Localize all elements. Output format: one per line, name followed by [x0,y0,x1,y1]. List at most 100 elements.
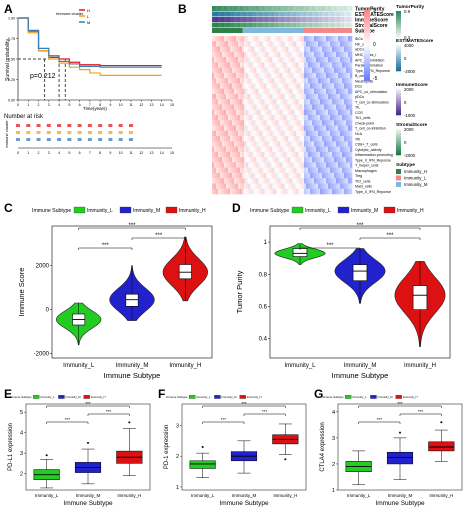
side-legend-step [396,55,401,59]
heatmap-cell [258,67,261,74]
heatmap-cell [276,125,279,132]
heatmap-cell [326,167,329,174]
heatmap-cell [346,62,349,68]
heatmap-cell [334,151,337,158]
heatmap-cell [324,120,327,126]
heatmap-cell [328,46,331,53]
heatmap-cell [286,46,289,53]
heatmap-cell [298,146,301,153]
heatmap-cell [312,151,315,158]
heatmap-cell [250,67,253,74]
heatmap-cell [272,46,275,53]
heatmap-cell [348,62,351,68]
heatmap-cell [320,41,323,47]
heatmap-cell [296,183,299,190]
heatmap-cell [232,83,235,89]
heatmap-cell [238,41,241,47]
heatmap-cell [330,99,333,105]
heatmap-cell [314,178,317,184]
heatmap-cell [348,178,351,184]
heatmap-cell [304,178,307,184]
heatmap-cell [258,109,261,116]
heatmap-cell [296,36,299,42]
heatmap-cell [250,157,253,163]
annotation-cell [318,22,321,28]
side-legend-step [396,32,401,36]
heatmap-cell [348,115,351,121]
heatmap-cell [306,67,309,74]
heatmap-cell [308,57,311,63]
heatmap-cell [250,167,253,174]
subtype-bar-immunity_h [212,28,243,33]
heatmap-cell [256,57,259,63]
heatmap-cell [248,109,251,116]
heatmap-cell [284,36,287,42]
annotation-cell [308,22,311,28]
heatmap-cell [300,178,303,184]
heatmap-cell [344,93,347,100]
heatmap-cell [292,41,295,47]
heatmap-cell [324,41,327,47]
heatmap-cell [240,183,243,190]
heatmap-cell [304,93,307,100]
heatmap-cell [228,146,231,153]
annotation-cell [262,17,265,22]
heatmap-cell [212,72,215,79]
km-x-tick-label: 9 [109,103,111,107]
heatmap-cell [340,120,343,126]
heatmap-cell [308,141,311,147]
heatmap-row-label: Neutrophils [355,79,373,83]
colorbar-step [364,59,370,63]
outlier-point [284,458,287,461]
heatmap-cell [228,41,231,47]
heatmap-cell [306,146,309,153]
heatmap-cell [222,36,225,42]
side-legend-step [396,104,401,107]
heatmap-cell [334,83,337,89]
heatmap-cell [306,178,309,184]
annotation-cell [230,11,233,17]
heatmap-cell [292,141,295,147]
heatmap-cell [282,130,285,137]
heatmap-cell [254,183,257,190]
heatmap-cell [216,157,219,163]
heatmap-cell [222,62,225,68]
heatmap-cell [274,151,277,158]
heatmap-cell [214,46,217,53]
heatmap-cell [248,151,251,158]
heatmap-cell [302,46,305,53]
heatmap-cell [284,83,287,89]
heatmap-cell [244,46,247,53]
heatmap-cell [244,130,247,137]
side-legend-step [396,24,401,27]
heatmap-cell [240,109,243,116]
heatmap-cell [336,141,339,147]
heatmap-cell [248,99,251,105]
heatmap-cell [344,109,347,116]
annotation-cell [214,17,217,22]
heatmap-cell [280,141,283,147]
annotation-cell [280,22,283,28]
heatmap-cell [342,78,345,84]
annotation-cell [216,17,219,22]
heatmap-cell [264,125,267,132]
heatmap-cell [342,188,345,195]
annotation-cell [310,17,313,22]
risk-count-mark [67,131,72,134]
heatmap-cell [268,46,271,53]
heatmap-cell [282,104,285,111]
heatmap-cell [236,178,239,184]
annotation-cell [280,11,283,17]
heatmap-cell [278,83,281,89]
side-legend-step [396,30,401,33]
heatmap-cell [348,36,351,42]
heatmap-cell [346,183,349,190]
heatmap-cell [264,178,267,184]
heatmap-cell [236,93,239,100]
heatmap-cell [322,178,325,184]
heatmap-cell [322,172,325,179]
heatmap-cell [262,67,265,74]
annotation-cell [332,11,335,17]
risk-count-mark [87,124,92,127]
km-curves [18,17,162,100]
